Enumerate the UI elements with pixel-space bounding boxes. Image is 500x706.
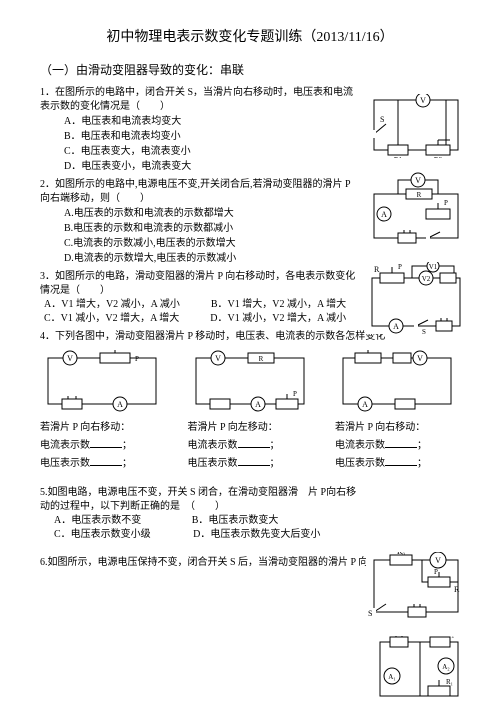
- section-heading: （一）由滑动变阻器导致的变化：串联: [40, 62, 460, 79]
- q4-c3-v: 电压表示数: [335, 458, 385, 469]
- svg-text:R: R: [454, 585, 460, 594]
- blank: [385, 438, 417, 448]
- q5-stem: 5.如图电路，电源电压不变，开关 S 闭合，在滑动变阻器滑 片 P向右移动的过程…: [40, 486, 460, 514]
- q3-opt-a: A．V1 增大，V2 减小，A 减小: [44, 298, 180, 312]
- svg-text:V: V: [417, 354, 423, 363]
- svg-text:R₁: R₁: [446, 678, 453, 686]
- svg-text:P: P: [444, 199, 448, 207]
- svg-text:A: A: [255, 400, 261, 409]
- q4-circuit-1: V P A: [40, 350, 165, 412]
- q2-diagram: V A R P: [368, 172, 464, 246]
- blank: [90, 456, 122, 466]
- svg-text:A: A: [381, 210, 387, 219]
- svg-text:V2: V2: [422, 275, 431, 283]
- svg-text:R₂: R₂: [446, 636, 454, 638]
- q5-opt-c: C．电压表示数变小级: [54, 528, 151, 542]
- question-5: 5.如图电路，电源电压不变，开关 S 闭合，在滑动变阻器滑 片 P向右移动的过程…: [40, 486, 460, 542]
- q4-diagrams: V P A V R A P: [40, 350, 460, 412]
- q3-opt-b: B．V1 增大，V2 减小，A 增大: [211, 298, 346, 312]
- q4-c3-cond: 若滑片 P 向右移动：: [335, 421, 460, 435]
- blank: [238, 456, 270, 466]
- q5-opt-b: B．电压表示数变大: [192, 514, 279, 528]
- svg-text:V: V: [67, 354, 73, 363]
- q4-c2-cond: 若滑片 P 向左移动：: [188, 421, 313, 435]
- svg-text:V: V: [215, 354, 221, 363]
- q3-diagram: P R V2 V1 A S: [366, 262, 466, 334]
- svg-text:R₀: R₀: [397, 552, 405, 556]
- q4-c2-v: 电压表示数: [188, 458, 238, 469]
- svg-text:P: P: [293, 390, 297, 398]
- svg-text:A: A: [117, 400, 123, 409]
- svg-text:R: R: [417, 191, 422, 199]
- svg-text:A: A: [393, 322, 399, 331]
- q4-c1-v: 电压表示数: [40, 458, 90, 469]
- svg-text:R1: R1: [394, 156, 403, 158]
- q5-diagram: R₀ V P R S: [366, 552, 466, 622]
- svg-text:P: P: [135, 355, 139, 363]
- page-title: 初中物理电表示数变化专题训练（2013/11/16）: [40, 28, 460, 48]
- q3-opt-d: D．V1 减小，V2 增大，A 减小: [210, 312, 346, 326]
- q6-diagram: R₂ A₁ A₂ R₁: [374, 636, 464, 702]
- svg-text:V: V: [415, 176, 421, 185]
- q4-fills: 若滑片 P 向右移动： 电流表示数； 电压表示数； 若滑片 P 向左移动： 电流…: [40, 418, 460, 474]
- q3-opt-c: C．V1 减小，V2 增大，A 增大: [44, 312, 179, 326]
- q5-opt-d: D．电压表示数先变大后变小: [193, 528, 320, 542]
- svg-text:R2: R2: [434, 156, 443, 158]
- svg-text:R: R: [258, 355, 263, 363]
- svg-text:V: V: [435, 556, 441, 565]
- blank: [90, 438, 122, 448]
- q4-circuit-3: P V A: [335, 350, 460, 412]
- blank: [238, 438, 270, 448]
- q4-c3-i: 电流表示数: [335, 440, 385, 451]
- blank: [385, 456, 417, 466]
- svg-text:P: P: [434, 568, 438, 576]
- q4-c1-i: 电流表示数: [40, 440, 90, 451]
- svg-text:A: A: [362, 400, 368, 409]
- svg-text:S: S: [368, 609, 372, 618]
- q1-diagram: S V R1 R2: [368, 94, 464, 158]
- svg-text:P: P: [375, 350, 379, 352]
- svg-text:V: V: [420, 96, 426, 105]
- svg-text:R: R: [374, 265, 380, 274]
- svg-text:A₁: A₁: [388, 673, 396, 681]
- svg-text:S: S: [380, 115, 384, 124]
- svg-text:V1: V1: [429, 263, 438, 271]
- svg-text:S: S: [422, 328, 426, 334]
- q4-c1-cond: 若滑片 P 向右移动：: [40, 421, 165, 435]
- q5-opt-a: A．电压表示数不变: [54, 514, 141, 528]
- q4-circuit-2: V R A P: [188, 350, 313, 412]
- svg-text:A₂: A₂: [442, 663, 450, 671]
- q4-c2-i: 电流表示数: [188, 440, 238, 451]
- svg-text:P: P: [398, 263, 402, 271]
